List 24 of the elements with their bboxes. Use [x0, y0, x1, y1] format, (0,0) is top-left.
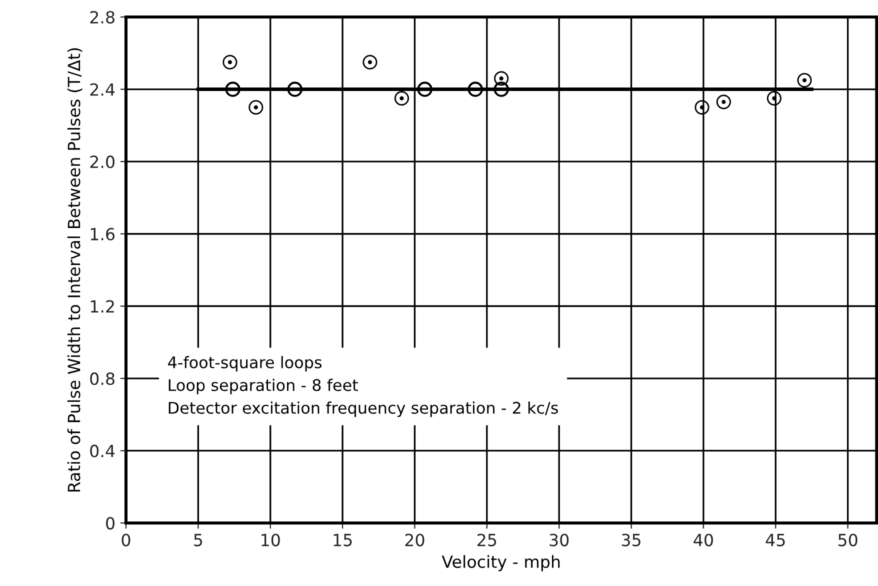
- y-tick-label: 0.8: [90, 372, 114, 385]
- y-tick-label: 2.4: [90, 83, 115, 96]
- y-axis-title: Ratio of Pulse Width to Interval Between Pulses (T/Δt): [67, 48, 82, 492]
- y-tick-label: 0.4: [90, 444, 115, 458]
- x-tick-label: 35: [622, 534, 640, 546]
- annotation: 4-foot-square loops: [168, 356, 322, 372]
- annotation: Loop separation - 8 feet: [168, 378, 358, 394]
- annotation: Detector excitation frequency separation - 2 kc/s: [168, 402, 558, 417]
- x-axis-title: Velocity - mph: [442, 555, 560, 572]
- x-tick-label: 20: [405, 534, 424, 546]
- y-tick-label: 0: [106, 516, 114, 530]
- y-tick-label: 1.6: [90, 228, 115, 240]
- y-tick-label: 2.0: [90, 156, 114, 168]
- y-tick-label: 1.2: [90, 300, 114, 312]
- x-tick-label: 50: [838, 534, 858, 546]
- x-tick-label: 45: [766, 534, 785, 546]
- y-tick-label: 2.8: [90, 10, 114, 24]
- x-tick-label: 0: [122, 534, 130, 546]
- x-tick-label: 25: [478, 534, 496, 546]
- x-tick-label: 30: [550, 534, 569, 546]
- x-tick-label: 40: [694, 534, 713, 546]
- x-tick-label: 5: [194, 534, 202, 546]
- x-tick-label: 15: [334, 534, 352, 546]
- x-tick-label: 10: [262, 534, 280, 546]
